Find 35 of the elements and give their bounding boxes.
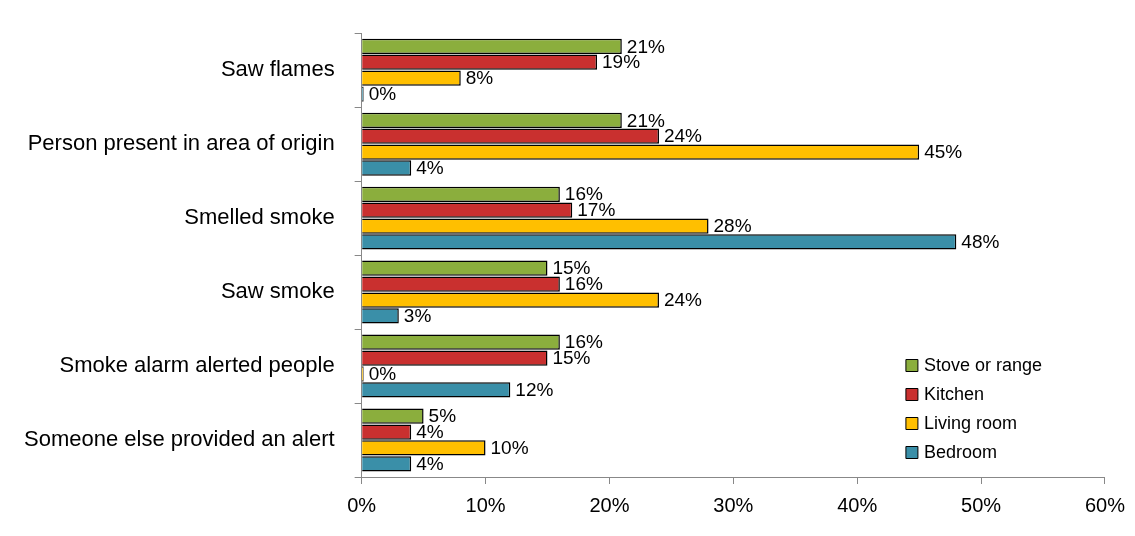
x-tick-label: 0%	[347, 493, 377, 516]
data-label: 10%	[490, 437, 529, 459]
x-tick-label: 30%	[713, 493, 754, 516]
data-label: 4%	[416, 421, 444, 443]
data-label: 4%	[416, 453, 444, 475]
data-label: 16%	[564, 273, 603, 295]
x-tick-label: 10%	[465, 493, 506, 516]
x-tick-label: 40%	[837, 493, 878, 516]
data-label: 4%	[416, 157, 444, 179]
legend-label: Stove or range	[923, 355, 1042, 376]
x-tick-label: 60%	[1084, 493, 1126, 516]
data-label: 0%	[368, 83, 397, 105]
data-label: 24%	[663, 125, 703, 147]
legend-label: Bedroom	[923, 442, 997, 463]
data-label: 12%	[515, 379, 554, 401]
y-tick-label: Saw smoke	[220, 278, 335, 304]
data-label: 24%	[663, 289, 703, 311]
y-tick-label: Saw flames	[220, 56, 335, 82]
data-label: 45%	[924, 141, 963, 163]
data-label: 28%	[713, 215, 752, 237]
y-tick-label: Smoke alarm alerted people	[59, 352, 335, 378]
data-label: 17%	[577, 199, 616, 221]
x-tick-label: 50%	[961, 493, 1002, 516]
data-label: 0%	[368, 363, 397, 385]
legend-label: Kitchen	[923, 384, 984, 405]
data-label: 48%	[961, 231, 1000, 253]
data-label: 21%	[626, 109, 665, 131]
data-label: 3%	[403, 305, 432, 327]
y-tick-label: Someone else provided an alert	[23, 426, 335, 452]
data-label: 15%	[552, 347, 591, 369]
y-tick-label: Person present in area of origin	[27, 130, 335, 156]
data-label: 8%	[465, 67, 494, 89]
y-tick-label: Smelled smoke	[184, 204, 335, 230]
x-tick-label: 20%	[589, 493, 630, 516]
legend-label: Living room	[923, 413, 1017, 434]
